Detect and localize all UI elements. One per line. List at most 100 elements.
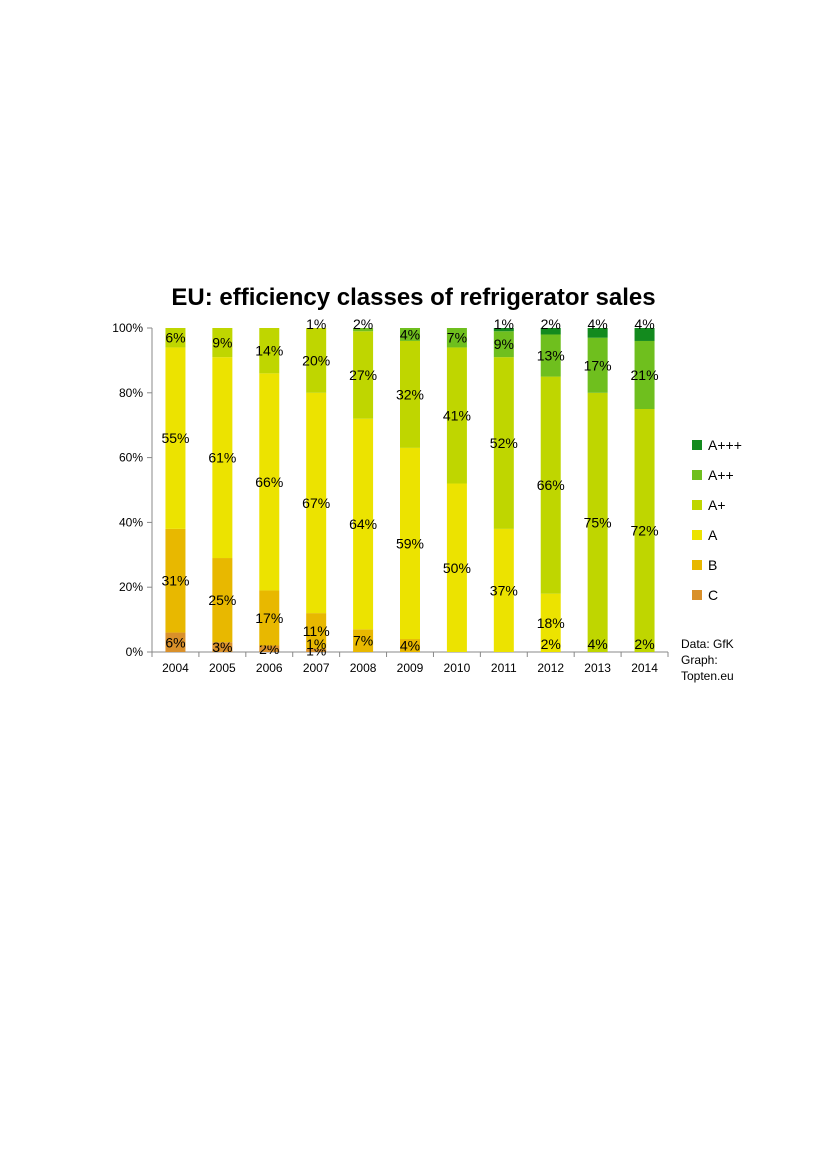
x-tick-label: 2010 bbox=[444, 661, 471, 675]
data-label: 7% bbox=[447, 330, 467, 346]
data-label: 2% bbox=[541, 316, 561, 332]
data-label: 64% bbox=[349, 516, 377, 532]
y-tick-label: 80% bbox=[119, 386, 143, 400]
legend-swatch-icon bbox=[692, 440, 702, 450]
bar-segment bbox=[400, 340, 420, 448]
bar-segment bbox=[212, 357, 233, 559]
bar-segment bbox=[306, 392, 327, 614]
x-tick-label: 2014 bbox=[631, 661, 658, 675]
bar-segment bbox=[540, 376, 561, 594]
x-tick-label: 2011 bbox=[491, 661, 517, 675]
legend-item-aplus: A+ bbox=[692, 490, 742, 520]
legend-swatch-icon bbox=[692, 500, 702, 510]
bar-segment bbox=[587, 328, 608, 338]
legend-label: A+++ bbox=[708, 437, 742, 453]
data-label: 2% bbox=[353, 316, 373, 332]
bar-segment bbox=[165, 347, 186, 529]
legend: A+++ A++ A+ A B C bbox=[692, 430, 742, 610]
bar-segment bbox=[446, 483, 467, 652]
data-label: 55% bbox=[161, 430, 189, 446]
data-label: 67% bbox=[302, 495, 330, 511]
data-label: 11% bbox=[303, 623, 330, 639]
bar-segment bbox=[634, 409, 655, 652]
data-label: 66% bbox=[255, 474, 283, 490]
data-label: 50% bbox=[443, 560, 471, 576]
x-tick-label: 2007 bbox=[303, 661, 330, 675]
legend-label: A bbox=[708, 527, 718, 543]
x-tick-label: 2004 bbox=[162, 661, 189, 675]
data-label: 1% bbox=[306, 316, 326, 332]
y-tick-label: 20% bbox=[119, 580, 143, 594]
data-label: 66% bbox=[537, 477, 565, 493]
data-label: 61% bbox=[208, 450, 236, 466]
legend-item-a3plus: A+++ bbox=[692, 430, 742, 460]
data-label: 13% bbox=[537, 348, 565, 364]
data-label: 4% bbox=[400, 326, 420, 342]
data-label: 21% bbox=[631, 367, 659, 383]
legend-item-b: B bbox=[692, 550, 742, 580]
x-tick-label: 2012 bbox=[537, 661, 564, 675]
data-label: 41% bbox=[443, 407, 471, 423]
y-tick-label: 100% bbox=[112, 321, 143, 335]
data-label: 32% bbox=[396, 386, 424, 402]
data-label: 2% bbox=[541, 636, 561, 652]
legend-label: A++ bbox=[708, 467, 734, 483]
legend-swatch-icon bbox=[692, 560, 702, 570]
x-tick-label: 2005 bbox=[209, 661, 236, 675]
bar-segment bbox=[212, 328, 233, 358]
data-label: 52% bbox=[490, 435, 518, 451]
data-label: 14% bbox=[255, 343, 283, 359]
data-label: 4% bbox=[400, 638, 420, 654]
bar-segment bbox=[212, 642, 233, 652]
data-label: 27% bbox=[349, 367, 377, 383]
data-label: 9% bbox=[212, 335, 232, 351]
bar-segment bbox=[493, 357, 514, 529]
bar-segment bbox=[493, 331, 514, 358]
bar-segment bbox=[306, 613, 327, 649]
y-tick-label: 60% bbox=[119, 451, 143, 465]
source-note: Data: GfK Graph: Topten.eu bbox=[681, 636, 734, 684]
bar-segment bbox=[587, 392, 608, 652]
y-tick-label: 0% bbox=[126, 645, 144, 659]
legend-item-a2plus: A++ bbox=[692, 460, 742, 490]
bar-segment bbox=[353, 629, 374, 652]
bar-segment bbox=[259, 590, 280, 646]
bar-segment bbox=[353, 328, 374, 332]
x-tick-label: 2009 bbox=[397, 661, 424, 675]
bar-segment bbox=[306, 328, 327, 393]
data-label: 25% bbox=[208, 592, 236, 608]
data-label: 17% bbox=[584, 357, 612, 373]
data-label: 6% bbox=[165, 330, 185, 346]
data-label: 75% bbox=[584, 514, 612, 530]
bar-segment bbox=[446, 347, 467, 484]
data-label: 1% bbox=[306, 636, 326, 652]
bar-segment bbox=[165, 632, 186, 652]
legend-swatch-icon bbox=[692, 530, 702, 540]
data-label: 20% bbox=[302, 352, 330, 368]
data-label: 4% bbox=[588, 316, 608, 332]
legend-label: B bbox=[708, 557, 718, 573]
bar-segment bbox=[540, 593, 561, 652]
legend-item-c: C bbox=[692, 580, 742, 610]
data-label: 1% bbox=[494, 316, 514, 332]
bar-segment bbox=[259, 328, 280, 374]
bar-segment bbox=[165, 328, 186, 348]
bar-segment bbox=[259, 645, 280, 652]
bar-segment bbox=[306, 648, 327, 652]
bar-segment bbox=[493, 528, 514, 652]
source-site-line: Topten.eu bbox=[681, 669, 734, 683]
x-tick-label: 2008 bbox=[350, 661, 377, 675]
bar-segment bbox=[587, 337, 608, 393]
chart-title: EU: efficiency classes of refrigerator s… bbox=[171, 284, 656, 311]
x-tick-label: 2013 bbox=[584, 661, 611, 675]
bar-segment bbox=[400, 447, 420, 640]
data-label: 31% bbox=[161, 573, 189, 589]
data-label: 7% bbox=[353, 633, 373, 649]
bar-segment bbox=[540, 334, 561, 377]
bar-segment bbox=[634, 340, 655, 409]
bar-segment bbox=[400, 639, 420, 652]
source-data-line: Data: GfK bbox=[681, 637, 734, 651]
legend-swatch-icon bbox=[692, 590, 702, 600]
data-label: 18% bbox=[537, 615, 565, 631]
